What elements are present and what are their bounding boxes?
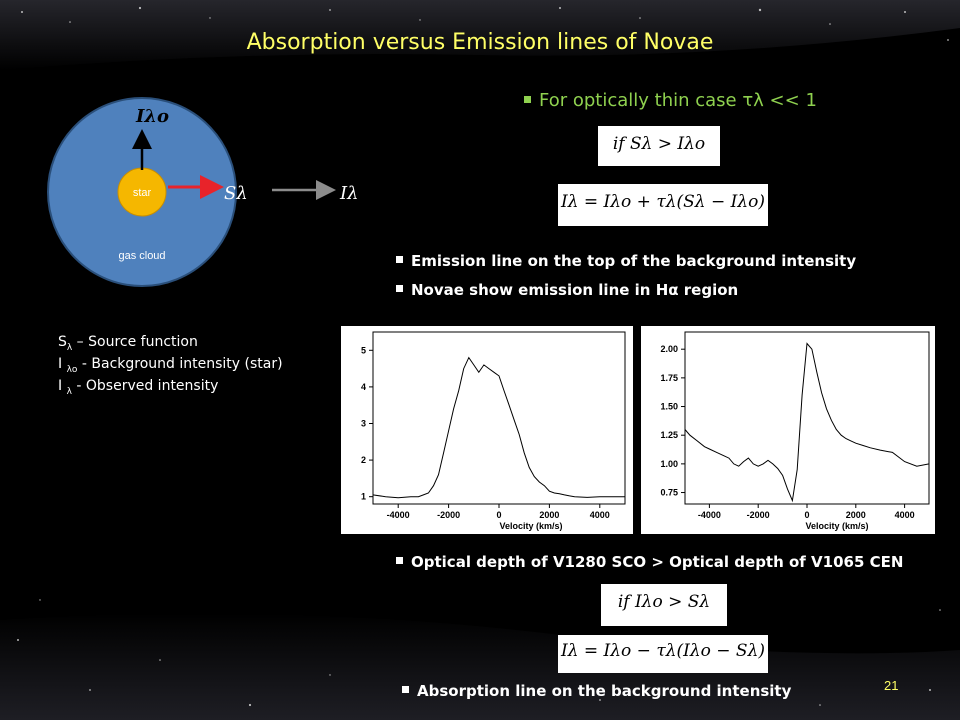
observed-intensity-label: Iλ	[339, 183, 359, 204]
y-tick-label: 3	[361, 418, 366, 428]
legend-background-intensity: I λo - Background intensity (star)	[58, 356, 283, 375]
legend-symbol: I	[58, 377, 63, 394]
x-tick-label: 0	[804, 510, 809, 520]
absorption-text: Absorption line on the background intens…	[417, 682, 792, 700]
slide-title: Absorption versus Emission lines of Nova…	[246, 30, 714, 55]
spectrum-line	[684, 342, 930, 503]
gas-cloud-label: gas cloud	[118, 250, 165, 262]
page-number: 21	[884, 678, 899, 693]
legend-source-function: Sλ – Source function	[58, 334, 283, 353]
y-tick-label: 1.75	[660, 373, 678, 383]
x-tick-label: 2000	[846, 510, 866, 520]
spectrum-panel-left: 1 2 3 4 5 -4000 -2000 0 2000 4000 Velocity (km/s…	[341, 326, 633, 534]
background-intensity-label: Iλo	[135, 106, 169, 127]
spectrum-line	[372, 356, 625, 499]
legend-text: - Background intensity (star)	[77, 355, 283, 372]
emission-top-text: Emission line on the top of the backgrou…	[411, 252, 857, 270]
optical-depth-bullet: Optical depth of V1280 SCO > Optical dep…	[396, 553, 903, 571]
source-function-label: Sλ	[224, 183, 248, 204]
legend-text: – Source function	[72, 334, 198, 350]
legend-subscript: λ	[66, 342, 73, 353]
x-axis-label: Velocity (km/s)	[499, 521, 562, 531]
equation-absorption: Iλ = Iλo − τλ(Iλo − Sλ)	[558, 635, 768, 673]
equation-condition-absorption: if Iλo > Sλ	[601, 584, 727, 626]
bullet-marker	[396, 557, 403, 564]
thin-case-text: For optically thin case τλ << 1	[539, 90, 817, 111]
y-tick-label: 1.50	[660, 402, 678, 412]
x-tick-label: -2000	[437, 510, 460, 520]
spectrum-chart-left: 1 2 3 4 5 -4000 -2000 0 2000 4000 Velocity (km/s…	[361, 331, 626, 531]
y-tick-label: 2.00	[660, 344, 678, 354]
star-label: star	[133, 187, 152, 199]
y-tick-label: 0.75	[660, 488, 678, 498]
x-tick-label: 2000	[539, 510, 559, 520]
optical-depth-text: Optical depth of V1280 SCO > Optical dep…	[411, 553, 904, 571]
x-tick-label: 0	[496, 510, 501, 520]
symbol-legend: Sλ – Source function I λo - Background i…	[58, 334, 283, 396]
y-tick-label: 2	[361, 455, 366, 465]
plot-frame	[372, 331, 626, 505]
y-tick-label: 5	[361, 345, 366, 355]
legend-subscript: λ	[66, 386, 72, 397]
y-ticks: 1 2 3 4 5	[361, 345, 373, 502]
x-tick-label: 4000	[590, 510, 610, 520]
plot-frame	[684, 331, 930, 505]
x-tick-label: -4000	[698, 510, 721, 520]
legend-symbol: S	[58, 334, 67, 350]
spectrum-panel-right: 0.75 1.00 1.25 1.50 1.75 2.00 -4000 -2000 0 2000…	[641, 326, 935, 534]
y-tick-label: 1.25	[660, 430, 678, 440]
bullet-marker	[396, 285, 403, 292]
legend-symbol: I	[58, 355, 63, 372]
legend-subscript: λo	[66, 364, 78, 375]
x-tick-label: -4000	[387, 510, 410, 520]
bullet-marker	[396, 256, 403, 263]
legend-observed-intensity: I λ - Observed intensity	[58, 378, 283, 397]
x-axis-label: Velocity (km/s)	[805, 521, 868, 531]
bullet-marker	[402, 686, 409, 693]
x-ticks: -4000 -2000 0 2000 4000	[387, 504, 610, 520]
y-tick-label: 1.00	[660, 459, 678, 469]
emission-top-bullet: Emission line on the top of the backgrou…	[396, 252, 856, 270]
equation-emission: Iλ = Iλo + τλ(Sλ − Iλo)	[558, 184, 768, 226]
bullet-marker	[524, 95, 531, 103]
x-tick-label: 4000	[895, 510, 915, 520]
absorption-bullet: Absorption line on the background intens…	[402, 682, 791, 700]
novae-halpha-text: Novae show emission line in Hα region	[411, 281, 739, 299]
novae-halpha-bullet: Novae show emission line in Hα region	[396, 281, 738, 299]
spectrum-chart-right: 0.75 1.00 1.25 1.50 1.75 2.00 -4000 -2000 0 2000…	[660, 331, 930, 531]
equation-condition-emission: if Sλ > Iλo	[598, 126, 720, 166]
y-tick-label: 4	[361, 382, 366, 392]
cloud-diagram: star gas cloud Iλo Sλ Iλ	[47, 97, 359, 287]
y-tick-label: 1	[361, 492, 366, 502]
x-ticks: -4000 -2000 0 2000 4000	[698, 504, 915, 520]
y-ticks: 0.75 1.00 1.25 1.50 1.75 2.00	[660, 344, 685, 498]
legend-text: - Observed intensity	[71, 377, 219, 394]
thin-case-bullet: For optically thin case τλ << 1	[524, 90, 817, 111]
x-tick-label: -2000	[747, 510, 770, 520]
